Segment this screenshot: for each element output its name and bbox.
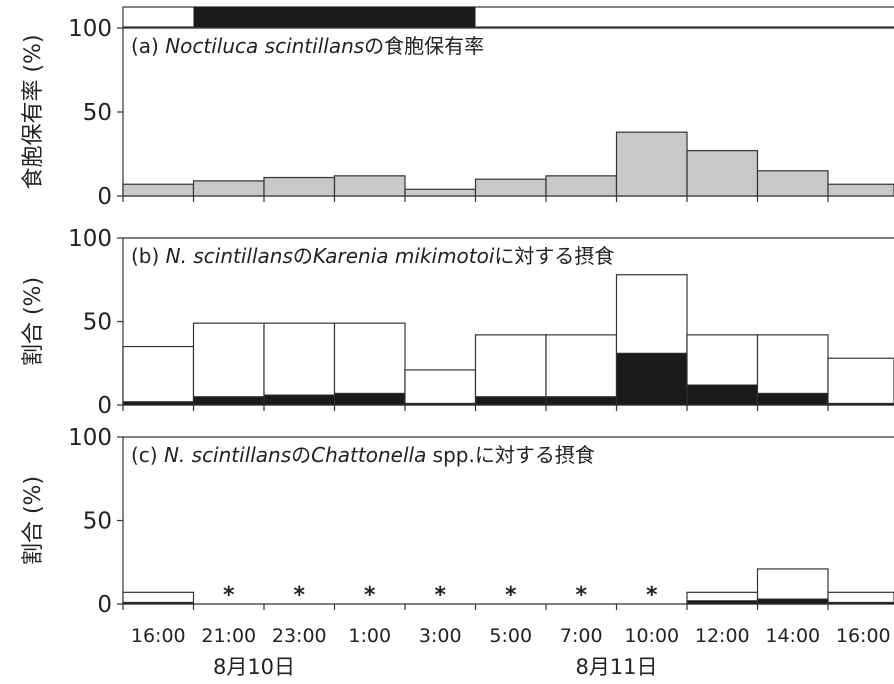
panel-title-part: の xyxy=(293,244,313,268)
asterisk-marker: * xyxy=(575,583,587,608)
date-label: 8月10日 xyxy=(213,655,295,679)
bar xyxy=(333,175,406,197)
panel-title: (a) Noctiluca scintillansの食胞保有率 xyxy=(131,34,484,58)
bar-total xyxy=(545,334,618,406)
x-tick-label: 23:00 xyxy=(272,625,327,647)
panel-title-part: Noctiluca scintillans xyxy=(165,34,364,58)
bar-fed xyxy=(686,384,758,406)
bar-total xyxy=(263,322,336,406)
panel-title-part: (a) xyxy=(131,34,165,58)
bar xyxy=(827,183,894,197)
panel-b: 0 50 100 割合 (%) (b) N. scintillansのKarenia m… xyxy=(21,226,894,419)
bar xyxy=(545,175,618,197)
y-axis-label: 食胞保有率 (%) xyxy=(21,34,46,189)
x-tick-label: 3:00 xyxy=(419,625,462,647)
panel-title-part: に対する摂食 xyxy=(494,244,614,268)
y-tick-label: 100 xyxy=(68,16,112,42)
panel-title-part: の xyxy=(291,443,311,467)
bar-total xyxy=(122,345,195,406)
asterisk-marker: * xyxy=(434,583,446,608)
panel-title-part: N. scintillans xyxy=(166,244,293,268)
x-tick-label: 16:00 xyxy=(836,625,891,647)
y-tick-label: 50 xyxy=(83,100,112,126)
y-tick-label: 100 xyxy=(68,226,112,252)
panel-title-part: Karenia mikimotoi xyxy=(313,244,495,268)
bar-fed xyxy=(122,601,194,605)
bar-fed xyxy=(545,396,617,406)
panel-title-part: の食胞保有率 xyxy=(364,34,484,58)
asterisk-marker: * xyxy=(364,583,376,608)
bar xyxy=(756,170,829,197)
x-tick-label: 21:00 xyxy=(201,625,256,647)
panel-title: (b) N. scintillansのKarenia mikimotoiに対する… xyxy=(131,244,614,268)
bar-fed xyxy=(193,396,265,406)
y-tick-label: 0 xyxy=(97,393,112,419)
y-tick-label: 0 xyxy=(97,592,112,618)
y-axis-label: 割合 (%) xyxy=(21,476,46,565)
bar-fed xyxy=(475,396,547,406)
night-band xyxy=(193,7,476,27)
x-axis-labels: 16:00 21:00 23:00 1:00 3:00 5:00 7:00 10:00 12:0… xyxy=(131,625,891,647)
asterisk-marker: * xyxy=(223,583,235,608)
bar-total xyxy=(756,568,829,605)
bar-total xyxy=(474,334,547,406)
asterisk-marker: * xyxy=(505,583,517,608)
bar xyxy=(615,131,688,197)
y-axis-label: 割合 (%) xyxy=(21,277,46,366)
x-tick-label: 10:00 xyxy=(624,625,679,647)
panel-title-part: spp.に対する摂食 xyxy=(426,443,595,467)
bar xyxy=(404,188,477,197)
bar-fed xyxy=(686,600,758,605)
y-tick-label: 100 xyxy=(68,425,112,451)
date-labels: 8月10日 8月11日 xyxy=(213,655,658,679)
bar xyxy=(474,178,547,197)
x-tick-label: 5:00 xyxy=(489,625,532,647)
y-tick-label: 50 xyxy=(83,509,112,535)
bar-total xyxy=(827,357,894,406)
bar-fed xyxy=(263,394,335,406)
bar-total xyxy=(192,322,265,406)
x-tick-label: 12:00 xyxy=(695,625,750,647)
panel-title-part: Chattonella xyxy=(311,443,426,467)
bar xyxy=(192,180,265,197)
panel-title-part: (c) xyxy=(131,443,164,467)
x-tick-label: 1:00 xyxy=(348,625,391,647)
bar-fed xyxy=(122,401,194,406)
bar-total xyxy=(404,369,477,406)
bar-fed xyxy=(616,352,688,406)
panel-title-part: N. scintillans xyxy=(164,443,291,467)
bar xyxy=(686,150,759,197)
x-tick-label: 7:00 xyxy=(560,625,603,647)
panel-title-part: (b) xyxy=(131,244,166,268)
asterisk-marker: * xyxy=(293,583,305,608)
panel-c: 0 50 100 割合 (%) (c) N. scintillansのChattonel… xyxy=(21,425,894,618)
bar-fed xyxy=(757,598,829,605)
panel-a: 0 50 100 食胞保有率 (%) (a) Noctiluca scintillans… xyxy=(21,16,894,210)
bar xyxy=(263,176,336,197)
bar-fed xyxy=(827,402,894,406)
asterisk-marker: * xyxy=(646,583,658,608)
bar xyxy=(122,183,195,197)
x-tick-label: 16:00 xyxy=(131,625,186,647)
bar-fed xyxy=(757,392,829,406)
bar-fed xyxy=(404,402,476,406)
x-tick-label: 14:00 xyxy=(765,625,820,647)
bar-total xyxy=(333,322,406,406)
y-tick-label: 50 xyxy=(83,310,112,336)
bar-fed xyxy=(827,601,894,605)
bar-fed xyxy=(334,392,406,406)
panel-title: (c) N. scintillansのChattonella spp.に対する摂… xyxy=(131,443,595,467)
day-night-bar xyxy=(122,6,894,28)
y-tick-label: 0 xyxy=(97,184,112,210)
date-label: 8月11日 xyxy=(575,655,657,679)
